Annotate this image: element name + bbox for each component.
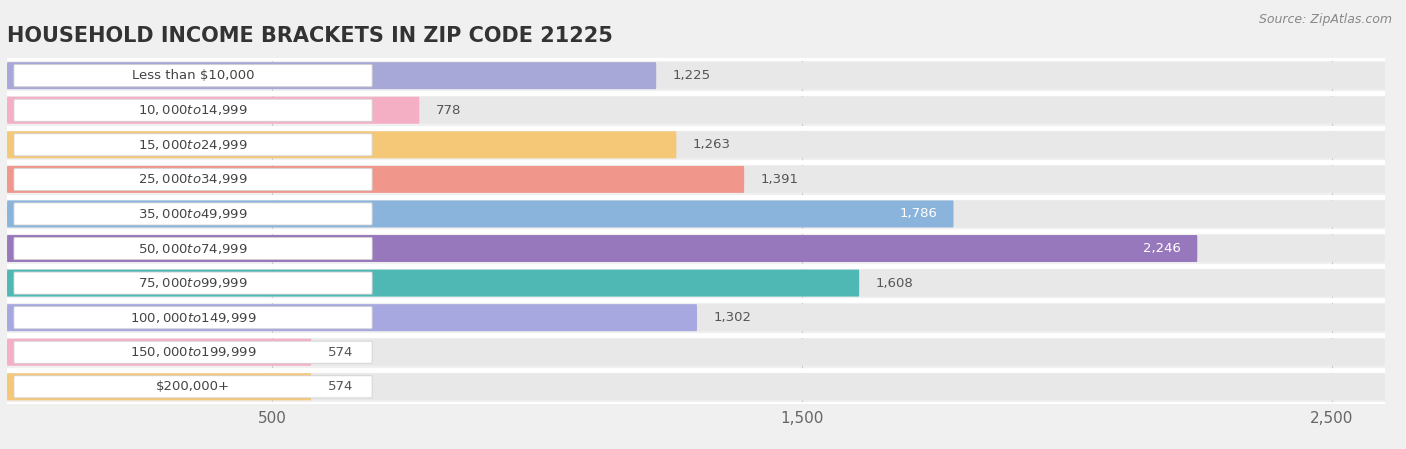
Text: Less than $10,000: Less than $10,000 bbox=[132, 69, 254, 82]
FancyBboxPatch shape bbox=[7, 304, 697, 331]
FancyBboxPatch shape bbox=[14, 238, 373, 260]
FancyBboxPatch shape bbox=[7, 339, 311, 366]
FancyBboxPatch shape bbox=[7, 373, 311, 401]
FancyBboxPatch shape bbox=[7, 235, 1198, 262]
FancyBboxPatch shape bbox=[7, 166, 1385, 193]
FancyBboxPatch shape bbox=[7, 235, 1385, 262]
FancyBboxPatch shape bbox=[14, 134, 373, 156]
FancyBboxPatch shape bbox=[7, 62, 657, 89]
FancyBboxPatch shape bbox=[7, 200, 1385, 228]
FancyBboxPatch shape bbox=[7, 131, 676, 158]
FancyBboxPatch shape bbox=[7, 62, 1385, 89]
FancyBboxPatch shape bbox=[7, 304, 1385, 331]
FancyBboxPatch shape bbox=[14, 203, 373, 225]
Text: 574: 574 bbox=[328, 380, 353, 393]
Text: Source: ZipAtlas.com: Source: ZipAtlas.com bbox=[1258, 13, 1392, 26]
Text: $10,000 to $14,999: $10,000 to $14,999 bbox=[138, 103, 247, 117]
FancyBboxPatch shape bbox=[7, 166, 744, 193]
Text: $25,000 to $34,999: $25,000 to $34,999 bbox=[138, 172, 247, 186]
Text: $50,000 to $74,999: $50,000 to $74,999 bbox=[138, 242, 247, 255]
FancyBboxPatch shape bbox=[14, 168, 373, 190]
FancyBboxPatch shape bbox=[7, 97, 1385, 124]
Text: 1,786: 1,786 bbox=[898, 207, 936, 220]
Text: $15,000 to $24,999: $15,000 to $24,999 bbox=[138, 138, 247, 152]
Text: $100,000 to $149,999: $100,000 to $149,999 bbox=[129, 311, 256, 325]
Text: 778: 778 bbox=[436, 104, 461, 117]
Text: HOUSEHOLD INCOME BRACKETS IN ZIP CODE 21225: HOUSEHOLD INCOME BRACKETS IN ZIP CODE 21… bbox=[7, 26, 613, 46]
FancyBboxPatch shape bbox=[7, 200, 953, 228]
FancyBboxPatch shape bbox=[14, 272, 373, 294]
Text: 2,246: 2,246 bbox=[1143, 242, 1181, 255]
Text: 1,391: 1,391 bbox=[761, 173, 799, 186]
FancyBboxPatch shape bbox=[7, 339, 1385, 366]
FancyBboxPatch shape bbox=[7, 269, 859, 297]
Text: $200,000+: $200,000+ bbox=[156, 380, 231, 393]
Text: 1,263: 1,263 bbox=[693, 138, 731, 151]
Text: 1,608: 1,608 bbox=[876, 277, 914, 290]
FancyBboxPatch shape bbox=[7, 269, 1385, 297]
FancyBboxPatch shape bbox=[14, 99, 373, 121]
Text: $35,000 to $49,999: $35,000 to $49,999 bbox=[138, 207, 247, 221]
Text: 574: 574 bbox=[328, 346, 353, 359]
FancyBboxPatch shape bbox=[14, 307, 373, 329]
FancyBboxPatch shape bbox=[7, 373, 1385, 401]
Text: 1,302: 1,302 bbox=[714, 311, 752, 324]
Text: $150,000 to $199,999: $150,000 to $199,999 bbox=[129, 345, 256, 359]
FancyBboxPatch shape bbox=[14, 341, 373, 363]
Text: $75,000 to $99,999: $75,000 to $99,999 bbox=[138, 276, 247, 290]
FancyBboxPatch shape bbox=[7, 131, 1385, 158]
FancyBboxPatch shape bbox=[14, 376, 373, 398]
FancyBboxPatch shape bbox=[7, 97, 419, 124]
Text: 1,225: 1,225 bbox=[672, 69, 711, 82]
FancyBboxPatch shape bbox=[14, 65, 373, 87]
